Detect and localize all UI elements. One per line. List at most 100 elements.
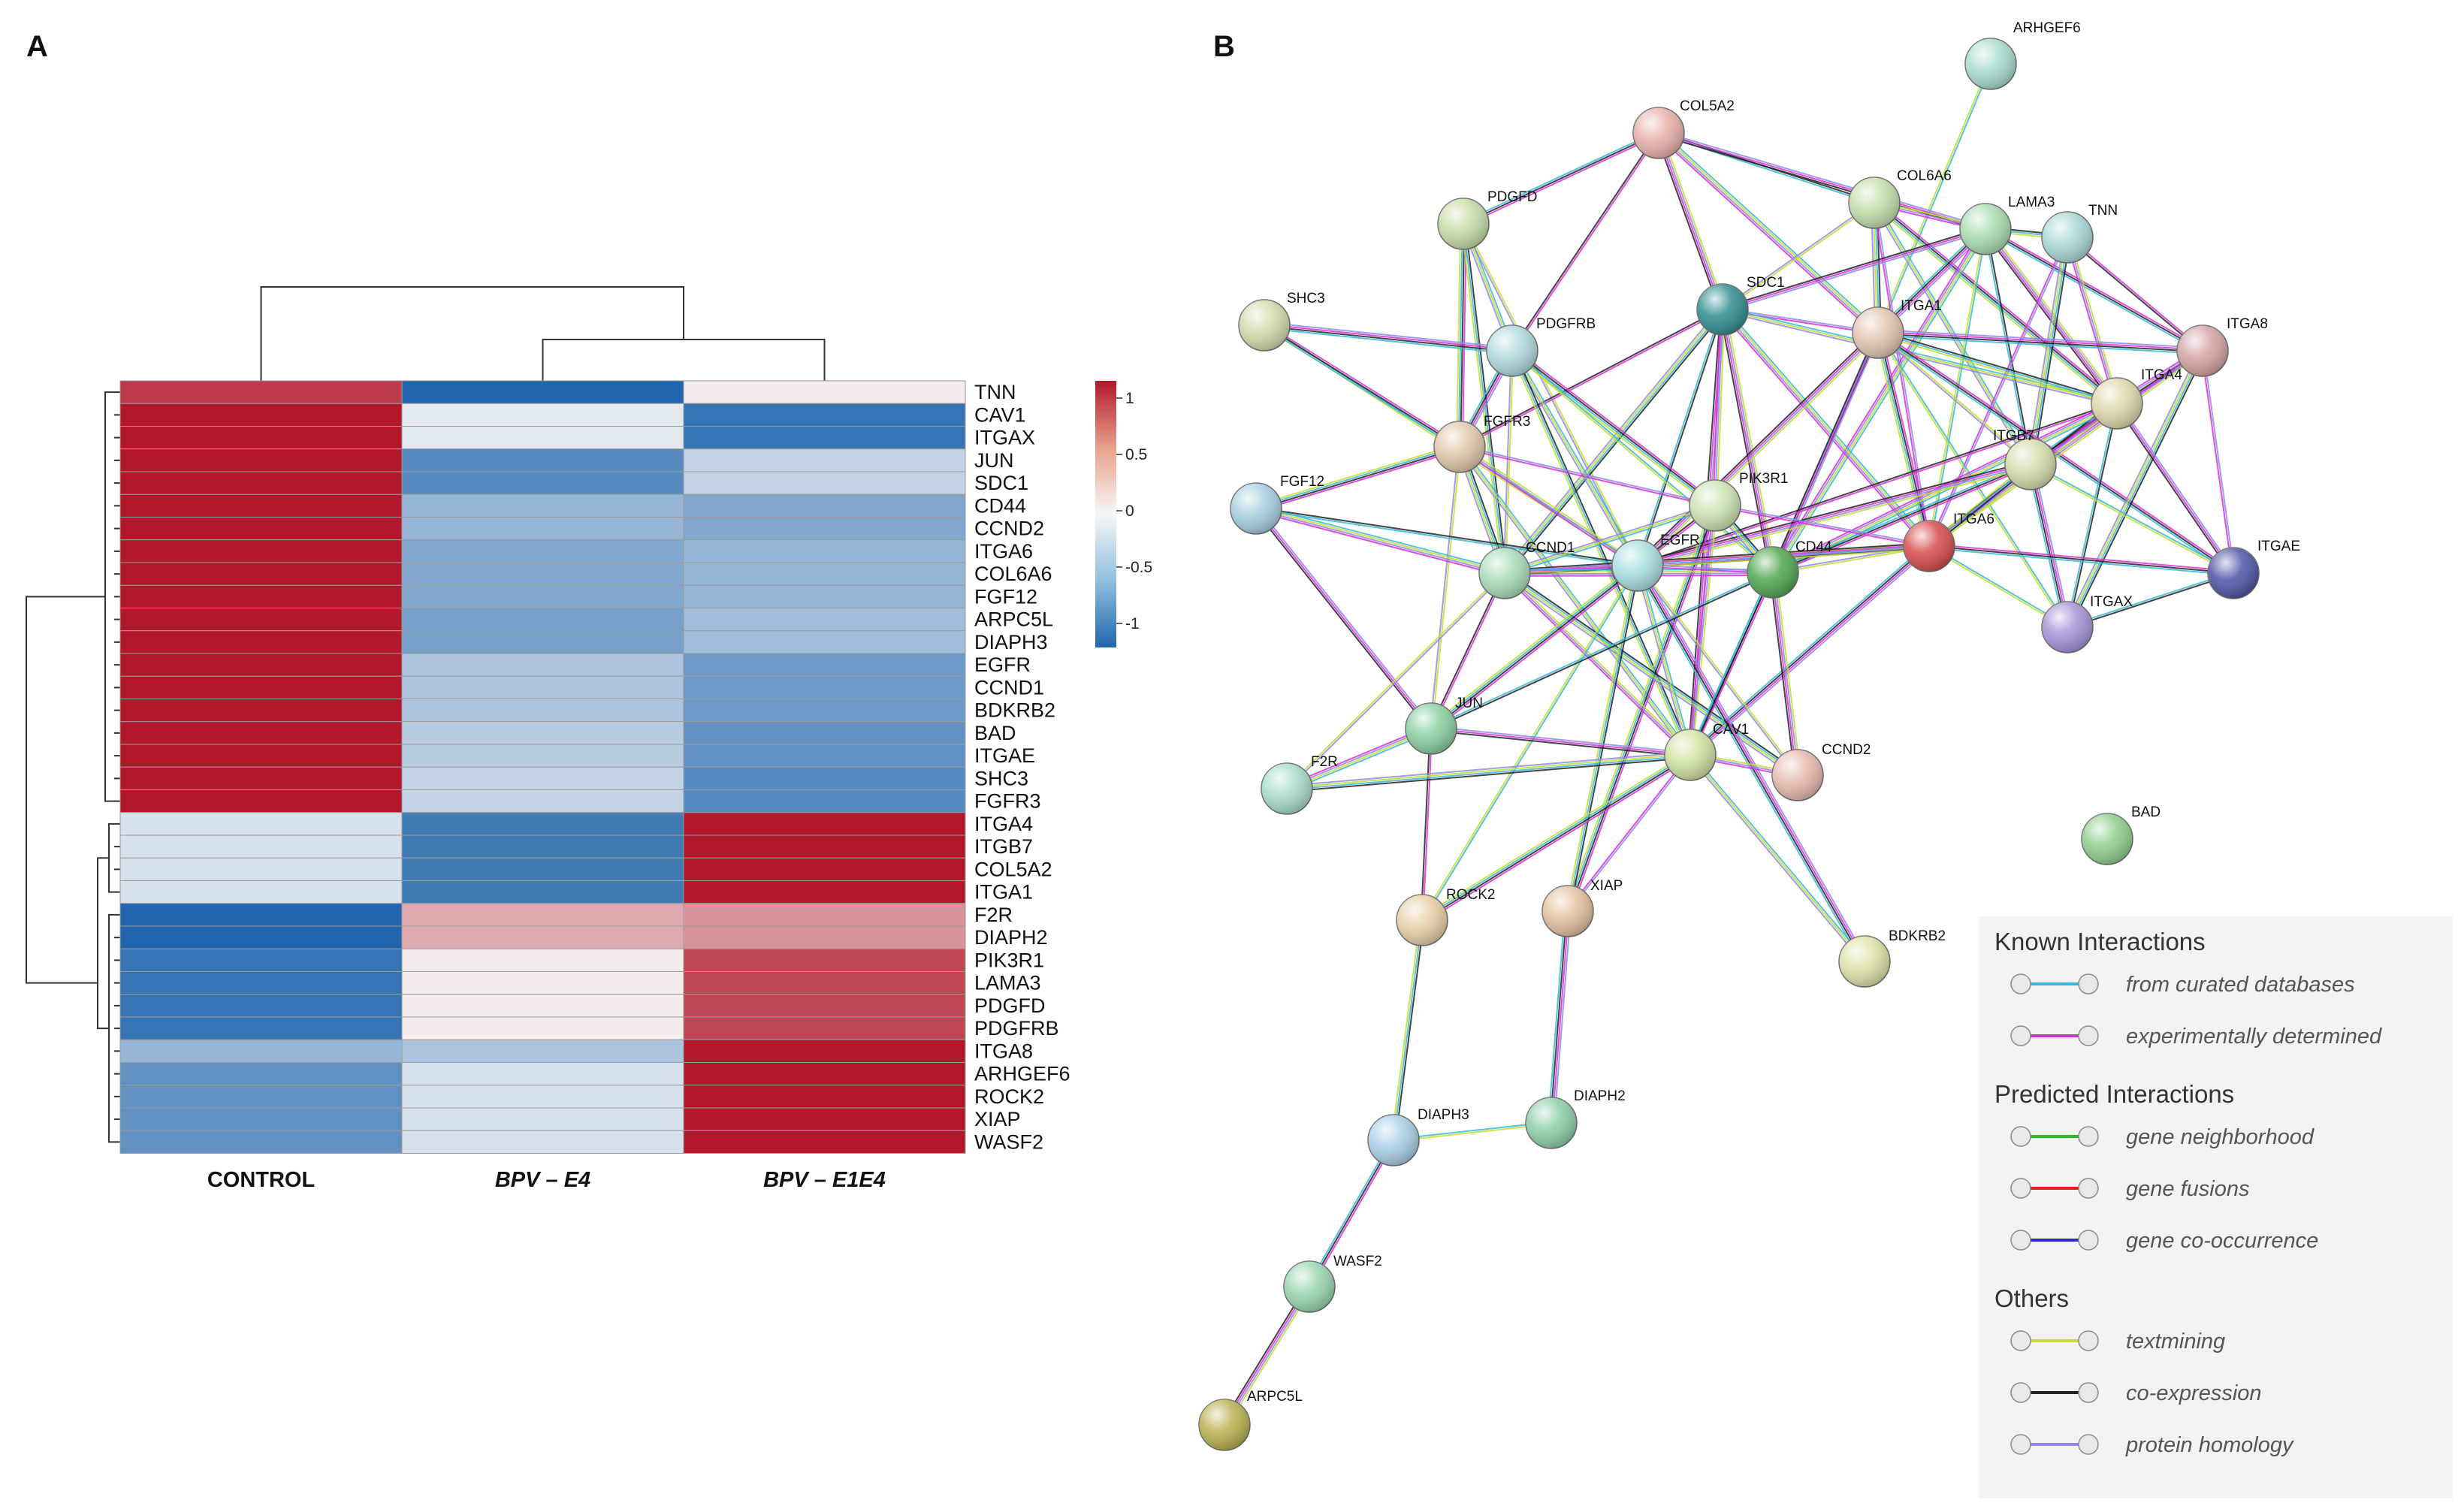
heatmap-cell <box>119 994 403 1018</box>
network-edge <box>1513 349 1693 755</box>
network-node-shade <box>1633 107 1684 158</box>
network-edge <box>1658 132 1986 230</box>
network-edge <box>1721 226 1985 309</box>
network-edge <box>1421 753 1690 920</box>
heatmap-cell <box>119 426 403 450</box>
heatmap-cell <box>401 1039 684 1063</box>
network-node-shade <box>1397 895 1448 946</box>
heatmap-row-label: JUN <box>974 449 1014 472</box>
network-edge <box>1255 445 1460 509</box>
heatmap-cell <box>119 789 403 813</box>
network-edge <box>1928 546 2067 629</box>
heatmap-row-label: PDGFD <box>974 994 1046 1017</box>
heatmap-cell <box>401 493 684 518</box>
network-node-shade <box>1612 540 1663 591</box>
network-node-label: F2R <box>1311 754 1338 770</box>
network-edge <box>1509 351 1637 567</box>
legend-swatch-node <box>2078 1025 2099 1046</box>
network-panel: ARHGEF6 COL5A2 COL6A6 LAMA3 TNN PDGFD SHC3 SDC1… <box>1198 20 2300 1451</box>
heatmap-cell <box>683 517 966 541</box>
color-scale-tick-label: 0.5 <box>1125 446 1147 463</box>
network-edge <box>1505 572 1799 775</box>
network-node-shade <box>2042 212 2093 263</box>
network-edge <box>1635 309 1723 566</box>
network-edge <box>1512 349 1717 506</box>
network-edge <box>2031 463 2070 627</box>
legend-swatch-node <box>2078 1382 2099 1403</box>
network-edge <box>1462 130 1659 223</box>
network-node-label: JUN <box>1455 696 1483 711</box>
heatmap-row-label: F2R <box>974 904 1013 926</box>
heatmap-row-label: PDGFRB <box>974 1017 1059 1040</box>
heatmap-cell <box>401 471 684 495</box>
network-edge <box>1723 307 1879 333</box>
heatmap-cell <box>119 699 403 723</box>
network-edge <box>1983 229 2031 465</box>
legend-item-label: gene co-occurrence <box>2126 1229 2318 1253</box>
network-nodes: ARHGEF6 COL5A2 COL6A6 LAMA3 TNN PDGFD SHC3 SDC1… <box>1198 20 2300 1451</box>
network-edge <box>1985 228 2033 464</box>
heatmap-cell <box>119 721 403 745</box>
network-node-shade <box>1697 284 1748 335</box>
heatmap-cell <box>401 539 684 563</box>
heatmap-cell <box>683 812 966 836</box>
row-dendrogram-branch <box>97 857 109 1030</box>
heatmap-cell <box>683 630 966 654</box>
panel-b-label: B <box>1213 30 1235 63</box>
network-edge <box>1871 204 2116 406</box>
heatmap-row-label: TNN <box>974 381 1016 403</box>
network-node-shade <box>1487 325 1538 376</box>
network-edge <box>1420 751 1689 919</box>
network-edge <box>1638 333 1880 567</box>
network-edge <box>1568 755 1692 913</box>
heatmap-cell <box>683 608 966 632</box>
network-edge <box>1288 730 1433 792</box>
network-node-shade <box>1689 480 1741 531</box>
network-edge <box>1720 309 1773 573</box>
heatmap-cell <box>683 721 966 745</box>
heatmap-cell <box>119 971 403 995</box>
network-edge <box>1420 728 1431 920</box>
network-edge <box>1255 510 1505 577</box>
network-edge <box>1463 132 1659 225</box>
heatmap-cell <box>119 471 403 495</box>
network-edge <box>1286 753 1690 789</box>
network-edge <box>1721 201 1874 309</box>
heatmap-row-label: DIAPH2 <box>974 926 1048 949</box>
network-edge <box>1985 226 2204 350</box>
heatmap-cell <box>119 857 403 881</box>
network-edge <box>2068 236 2120 403</box>
heatmap-cell <box>401 948 684 972</box>
legend-item-label: from curated databases <box>2126 973 2355 997</box>
network-edge <box>1264 322 1461 446</box>
network-edge <box>1878 330 2203 351</box>
network-node-shade <box>1904 521 1955 572</box>
heatmap-cell <box>683 493 966 518</box>
network-edge <box>1287 573 1506 790</box>
network-edge <box>2065 349 2203 627</box>
network-edge <box>1638 565 1693 755</box>
heatmap-row-label: ITGA1 <box>974 881 1033 904</box>
heatmap-cell <box>119 448 403 472</box>
legend-swatch-node <box>2078 1178 2099 1199</box>
network-edge <box>2065 403 2117 627</box>
network-edge <box>1929 543 2234 572</box>
network-node-label: ITGA8 <box>2227 316 2268 332</box>
network-edge <box>1393 919 1423 1141</box>
network-node-label: FGFR3 <box>1484 414 1530 430</box>
network-edge <box>2031 462 2235 573</box>
network-edge <box>1512 133 1660 352</box>
legend-swatch-node <box>2010 1025 2031 1046</box>
network-edge <box>1256 506 1638 566</box>
heatmap-cell <box>119 675 403 699</box>
network-node-label: PDGFRB <box>1536 316 1596 332</box>
network-edge <box>1985 228 2203 352</box>
network-edge <box>1285 725 1430 787</box>
network-edge <box>1638 403 2118 568</box>
network-edge <box>1877 334 2203 355</box>
network-edge <box>1431 573 1507 729</box>
heatmap-cell <box>683 584 966 608</box>
network-node-label: FGF12 <box>1280 474 1324 490</box>
network-edge <box>1774 405 2119 576</box>
network-edge <box>1691 753 1867 961</box>
